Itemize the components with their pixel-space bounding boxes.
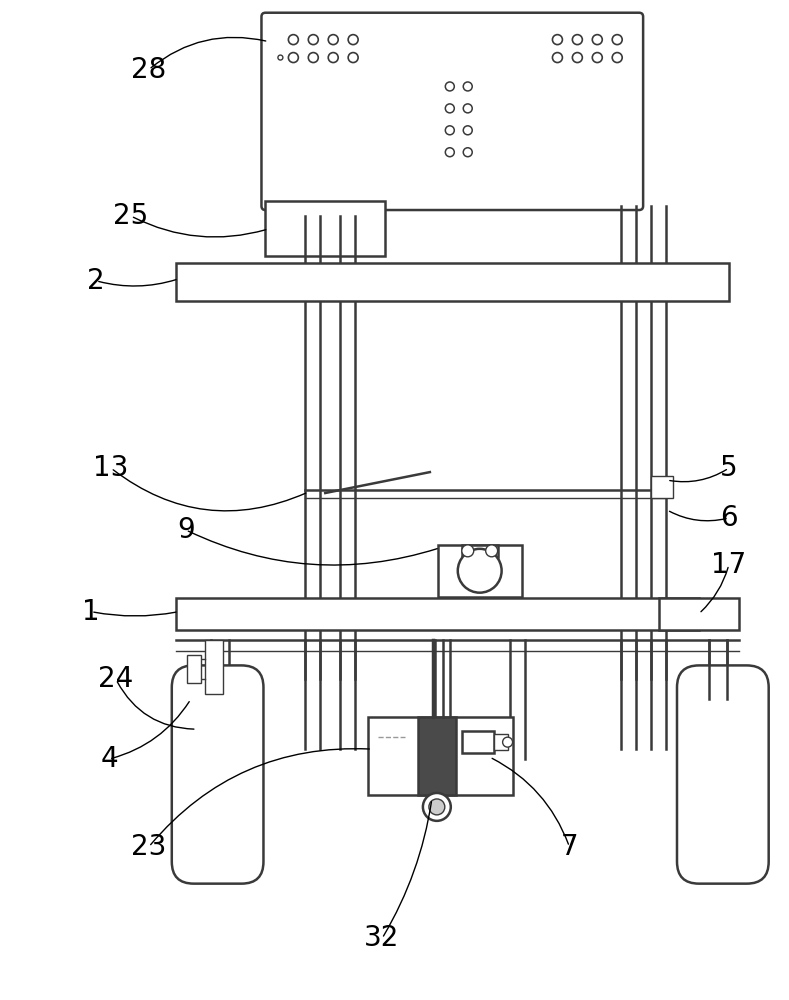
Circle shape (423, 793, 451, 821)
Text: 28: 28 (131, 56, 166, 84)
FancyBboxPatch shape (677, 665, 768, 884)
Circle shape (593, 53, 602, 63)
Circle shape (612, 53, 623, 63)
Circle shape (486, 545, 498, 557)
Circle shape (288, 35, 298, 45)
Circle shape (288, 53, 298, 63)
Circle shape (463, 82, 473, 91)
Text: 9: 9 (177, 516, 195, 544)
Circle shape (445, 126, 454, 135)
Text: 32: 32 (365, 924, 400, 952)
Circle shape (552, 53, 563, 63)
Circle shape (463, 104, 473, 113)
Bar (651, 476, 673, 498)
Bar (462, 545, 498, 557)
Circle shape (308, 35, 318, 45)
Bar (176, 598, 699, 630)
Circle shape (463, 126, 473, 135)
Circle shape (328, 53, 338, 63)
Circle shape (278, 55, 283, 60)
Circle shape (612, 35, 623, 45)
Circle shape (348, 35, 358, 45)
Circle shape (308, 53, 318, 63)
Text: 5: 5 (720, 454, 738, 482)
Bar (187, 655, 200, 683)
Bar (418, 717, 456, 795)
Circle shape (445, 104, 454, 113)
Text: 1: 1 (82, 598, 100, 626)
Text: 6: 6 (720, 504, 738, 532)
Circle shape (572, 35, 582, 45)
Bar (265, 201, 385, 256)
Circle shape (593, 35, 602, 45)
FancyBboxPatch shape (172, 665, 264, 884)
Bar (659, 598, 739, 630)
Circle shape (445, 148, 454, 157)
Bar (204, 640, 222, 694)
Text: 13: 13 (93, 454, 129, 482)
Circle shape (348, 53, 358, 63)
Bar (462, 731, 494, 753)
Circle shape (328, 35, 338, 45)
Circle shape (503, 737, 513, 747)
Text: 17: 17 (711, 551, 746, 579)
Bar (468, 561, 492, 577)
Bar (368, 717, 513, 795)
Bar (176, 263, 729, 301)
Text: 25: 25 (114, 202, 148, 230)
Circle shape (463, 148, 473, 157)
Circle shape (552, 35, 563, 45)
Bar (438, 545, 522, 597)
Circle shape (458, 549, 502, 593)
Text: 23: 23 (131, 833, 166, 861)
Bar (494, 734, 507, 750)
Text: 24: 24 (99, 665, 133, 693)
Circle shape (572, 53, 582, 63)
Circle shape (429, 799, 445, 815)
Text: 4: 4 (100, 745, 118, 773)
Circle shape (462, 545, 473, 557)
FancyBboxPatch shape (261, 13, 643, 210)
Text: 2: 2 (88, 267, 105, 295)
Circle shape (445, 82, 454, 91)
Text: 7: 7 (560, 833, 578, 861)
